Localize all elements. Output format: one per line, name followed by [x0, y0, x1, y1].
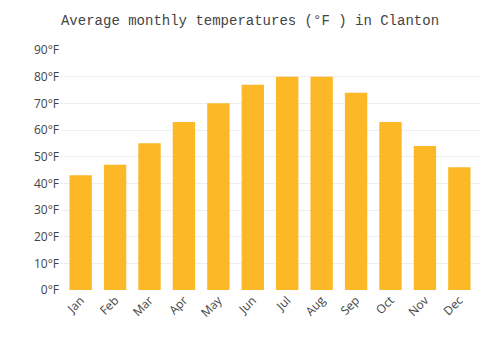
svg-text:Jun: Jun	[234, 292, 259, 317]
svg-text:Dec: Dec	[439, 292, 466, 319]
svg-text:40°F: 40°F	[34, 175, 59, 192]
svg-text:Mar: Mar	[129, 292, 157, 320]
svg-text:Sep: Sep	[337, 292, 364, 319]
svg-text:Average monthly temperatures (: Average monthly temperatures (°F ) in Cl…	[61, 13, 439, 29]
svg-text:Nov: Nov	[404, 292, 432, 320]
svg-text:20°F: 20°F	[34, 228, 59, 245]
svg-text:90°F: 90°F	[34, 41, 59, 58]
svg-text:70°F: 70°F	[34, 95, 59, 112]
svg-text:0°F: 0°F	[41, 281, 59, 298]
svg-text:80°F: 80°F	[34, 68, 59, 85]
svg-text:Jul: Jul	[272, 292, 294, 314]
svg-text:10°F: 10°F	[34, 255, 59, 272]
svg-text:Jan: Jan	[63, 292, 88, 317]
svg-text:30°F: 30°F	[34, 201, 59, 218]
svg-text:Feb: Feb	[96, 292, 122, 318]
svg-text:Aug: Aug	[302, 292, 330, 320]
svg-text:50°F: 50°F	[34, 148, 59, 165]
svg-text:60°F: 60°F	[34, 121, 59, 138]
svg-text:Oct: Oct	[372, 292, 398, 318]
svg-text:May: May	[197, 291, 226, 320]
svg-text:Apr: Apr	[165, 292, 191, 318]
